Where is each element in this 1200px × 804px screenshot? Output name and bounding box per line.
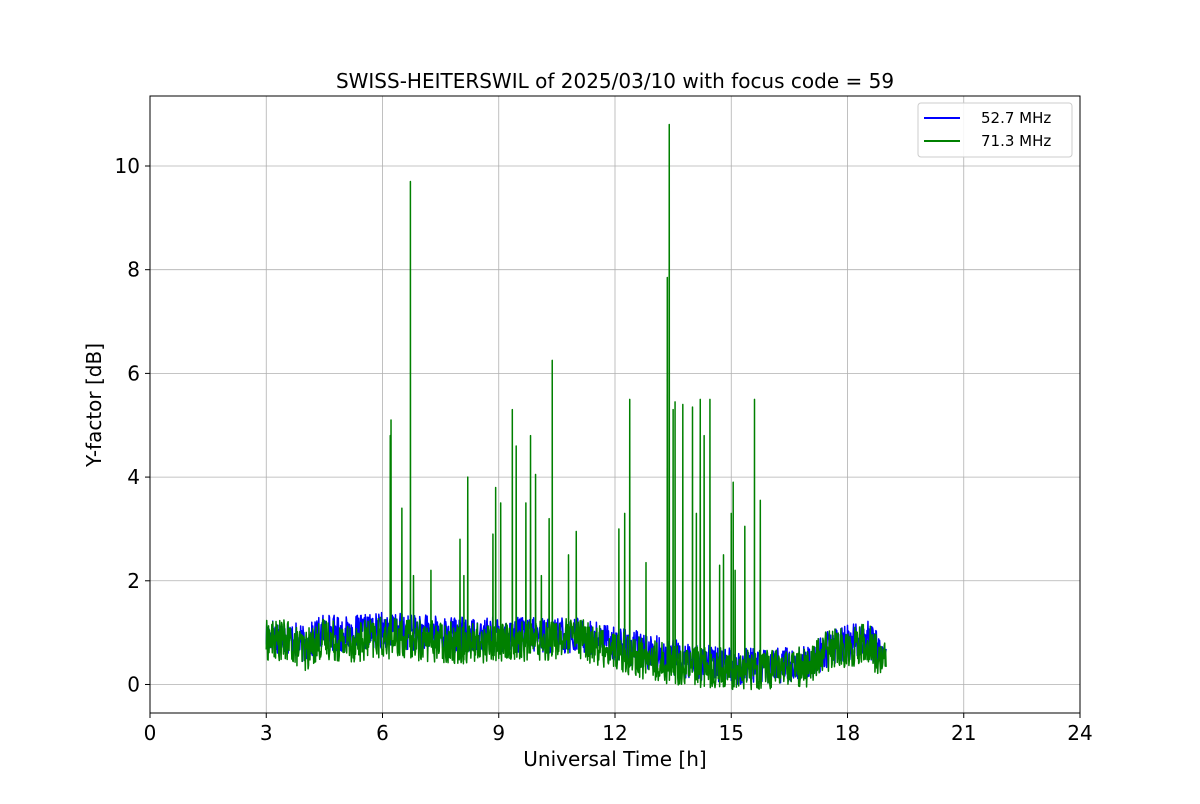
chart-title: SWISS-HEITERSWIL of 2025/03/10 with focu… — [336, 69, 894, 93]
x-tick-label: 18 — [835, 721, 860, 745]
x-tick-label: 6 — [376, 721, 389, 745]
y-tick-label: 8 — [127, 258, 140, 282]
x-tick-label: 21 — [951, 721, 976, 745]
x-axis-label: Universal Time [h] — [523, 747, 706, 771]
series-line-71-3-mhz — [265, 123, 887, 691]
y-tick-label: 2 — [127, 569, 140, 593]
y-tick-label: 6 — [127, 361, 140, 385]
y-tick-label: 0 — [127, 672, 140, 696]
legend-label-71-3: 71.3 MHz — [981, 132, 1051, 150]
series-layer — [265, 123, 887, 691]
legend-label-52-7: 52.7 MHz — [981, 109, 1051, 127]
x-tick-label: 0 — [144, 721, 157, 745]
y-tick-label: 4 — [127, 465, 140, 489]
x-tick-label: 12 — [602, 721, 627, 745]
y-tick-label: 10 — [115, 154, 140, 178]
y-axis-label: Y-factor [dB] — [82, 343, 106, 468]
legend-box — [917, 102, 1073, 158]
x-tick-label: 9 — [492, 721, 505, 745]
x-tick-label: 3 — [260, 721, 273, 745]
x-tick-label: 15 — [719, 721, 744, 745]
legend: 52.7 MHz 71.3 MHz — [917, 102, 1073, 158]
x-tick-label: 24 — [1067, 721, 1092, 745]
